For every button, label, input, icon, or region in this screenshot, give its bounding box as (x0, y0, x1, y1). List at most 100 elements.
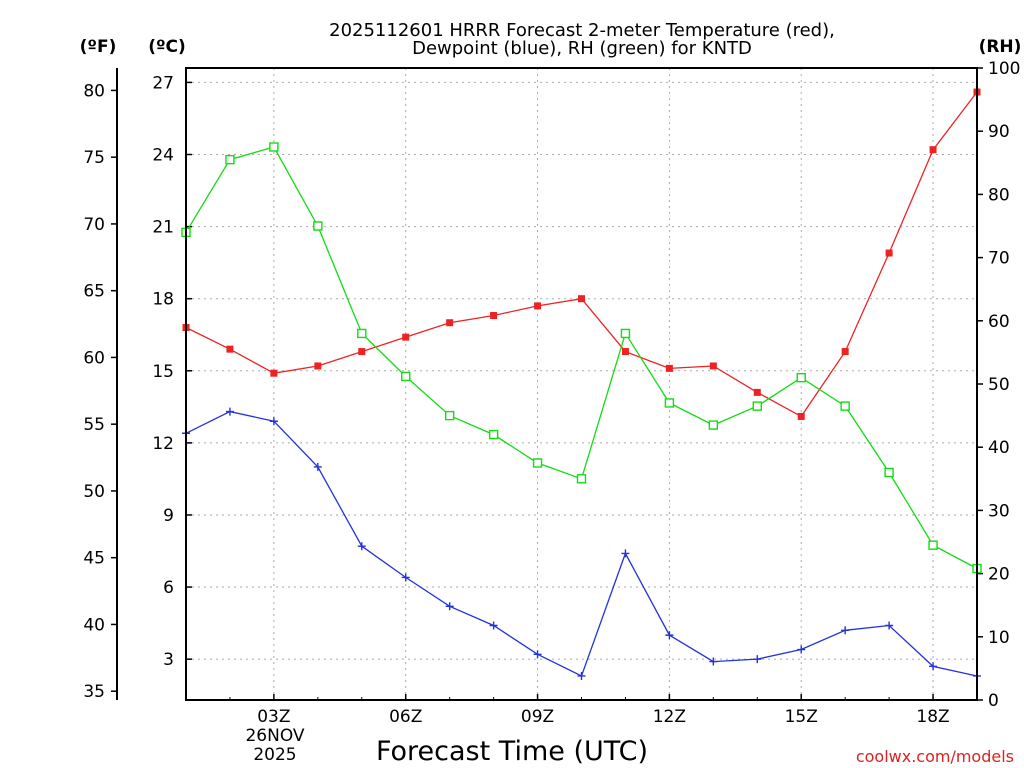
rh-point (928, 540, 938, 550)
rh-tick-label: 100 (988, 59, 1020, 79)
rh-tick-label: 10 (988, 628, 1010, 648)
rh-point (708, 420, 719, 430)
dewpoint-point (797, 645, 806, 654)
rh-point (488, 429, 499, 440)
dewpoint-point (621, 549, 630, 558)
date-label-year: 2025 (253, 745, 296, 765)
rh-point (313, 221, 323, 231)
temperature-point (578, 295, 585, 303)
rh-tick-label: 20 (988, 565, 1010, 585)
dewpoint-point (929, 662, 938, 671)
fahrenheit-tick-label: 70 (83, 215, 105, 235)
rh-point (269, 142, 279, 152)
rh-point (401, 371, 411, 382)
chart-title-line1: 2025112601 HRRR Forecast 2-meter Tempera… (329, 20, 835, 41)
temperature-point (885, 249, 893, 257)
rh-tick-label: 50 (988, 375, 1010, 395)
rh-point (840, 401, 850, 411)
rh-axis-unit: (RH) (979, 37, 1022, 57)
credit-text: coolwx.com/models (856, 747, 1014, 766)
fahrenheit-tick-label: 35 (83, 682, 105, 702)
rh-tick-label: 60 (988, 312, 1010, 332)
rh-point (357, 328, 367, 339)
fahrenheit-tick-label: 60 (83, 348, 105, 368)
dewpoint-point (269, 417, 278, 426)
dewpoint-point (225, 407, 234, 416)
fahrenheit-tick-label: 45 (83, 549, 105, 569)
dewpoint-point (313, 462, 322, 471)
rh-point (752, 401, 762, 411)
dewpoint-point (445, 602, 454, 611)
rh-tick-label: 40 (988, 438, 1010, 458)
temperature-point (621, 348, 629, 356)
dewpoint-point (577, 671, 586, 680)
dewpoint-point (489, 621, 498, 630)
dewpoint-point (665, 631, 674, 640)
x-tick-label: 18Z (916, 707, 949, 727)
temperature-point (446, 319, 454, 327)
dewpoint-point (357, 542, 366, 551)
fahrenheit-tick-label: 40 (83, 615, 105, 635)
dewpoint-point (533, 650, 542, 659)
temperature-point (314, 362, 322, 370)
celsius-axis-unit: (ºC) (148, 37, 186, 57)
x-tick-label: 03Z (257, 707, 290, 727)
fahrenheit-tick-label: 65 (83, 282, 105, 302)
temperature-point (753, 388, 761, 396)
dewpoint-point (401, 573, 410, 582)
x-axis-label: Forecast Time (UTC) (376, 736, 648, 767)
celsius-tick-label: 3 (163, 650, 174, 670)
chart-title-line2: Dewpoint (blue), RH (green) for KNTD (412, 38, 752, 59)
fahrenheit-tick-label: 50 (83, 482, 105, 502)
temperature-point (665, 364, 673, 372)
x-tick-label: 12Z (653, 707, 686, 727)
celsius-tick-label: 21 (152, 218, 174, 238)
rh-point (796, 372, 806, 383)
x-tick-label: 15Z (785, 707, 818, 727)
fahrenheit-axis-unit: (ºF) (80, 37, 117, 57)
temperature-point (226, 345, 234, 353)
celsius-tick-label: 18 (152, 290, 174, 310)
celsius-tick-label: 27 (152, 73, 174, 93)
date-label-day: 26NOV (245, 726, 304, 746)
fahrenheit-tick-label: 55 (83, 415, 105, 435)
dewpoint-point (753, 655, 762, 664)
temperature-point (709, 362, 717, 370)
rh-tick-label: 90 (988, 122, 1010, 142)
celsius-tick-label: 24 (152, 146, 174, 166)
rh-tick-label: 80 (988, 185, 1010, 205)
rh-tick-label: 70 (988, 249, 1010, 269)
rh-point (620, 328, 631, 339)
temperature-point (358, 348, 366, 356)
rh-point (532, 458, 543, 468)
temperature-point (270, 369, 278, 377)
dewpoint-point (885, 621, 894, 630)
rh-point (444, 410, 455, 421)
temperature-point (797, 412, 805, 420)
x-tick-label: 09Z (521, 707, 554, 727)
rh-tick-label: 30 (988, 501, 1010, 521)
celsius-tick-label: 15 (152, 362, 174, 382)
plot-frame (185, 67, 978, 701)
temperature-point (929, 146, 937, 154)
temperature-point (534, 302, 542, 310)
celsius-tick-label: 9 (163, 506, 174, 526)
rh-point (664, 398, 675, 408)
celsius-tick-label: 12 (152, 434, 174, 454)
x-axis: 03Z 06Z 09Z 12Z 15Z 18Z (185, 694, 978, 727)
rh-point (576, 474, 587, 484)
dewpoint-point (841, 626, 850, 635)
fahrenheit-tick-label: 75 (83, 148, 105, 168)
fahrenheit-tick-label: 80 (83, 81, 105, 101)
x-tick-label: 06Z (389, 707, 422, 727)
fahrenheit-axis: 35 40 45 50 55 60 65 70 75 80 (83, 68, 118, 702)
temperature-point (841, 348, 849, 356)
temperature-point (490, 312, 498, 320)
celsius-tick-label: 6 (163, 578, 174, 598)
dewpoint-point (709, 657, 718, 666)
rh-point (884, 467, 894, 478)
rh-axis: 0 10 20 30 40 50 60 70 80 90 100 (977, 59, 1020, 711)
temperature-point (402, 333, 410, 341)
